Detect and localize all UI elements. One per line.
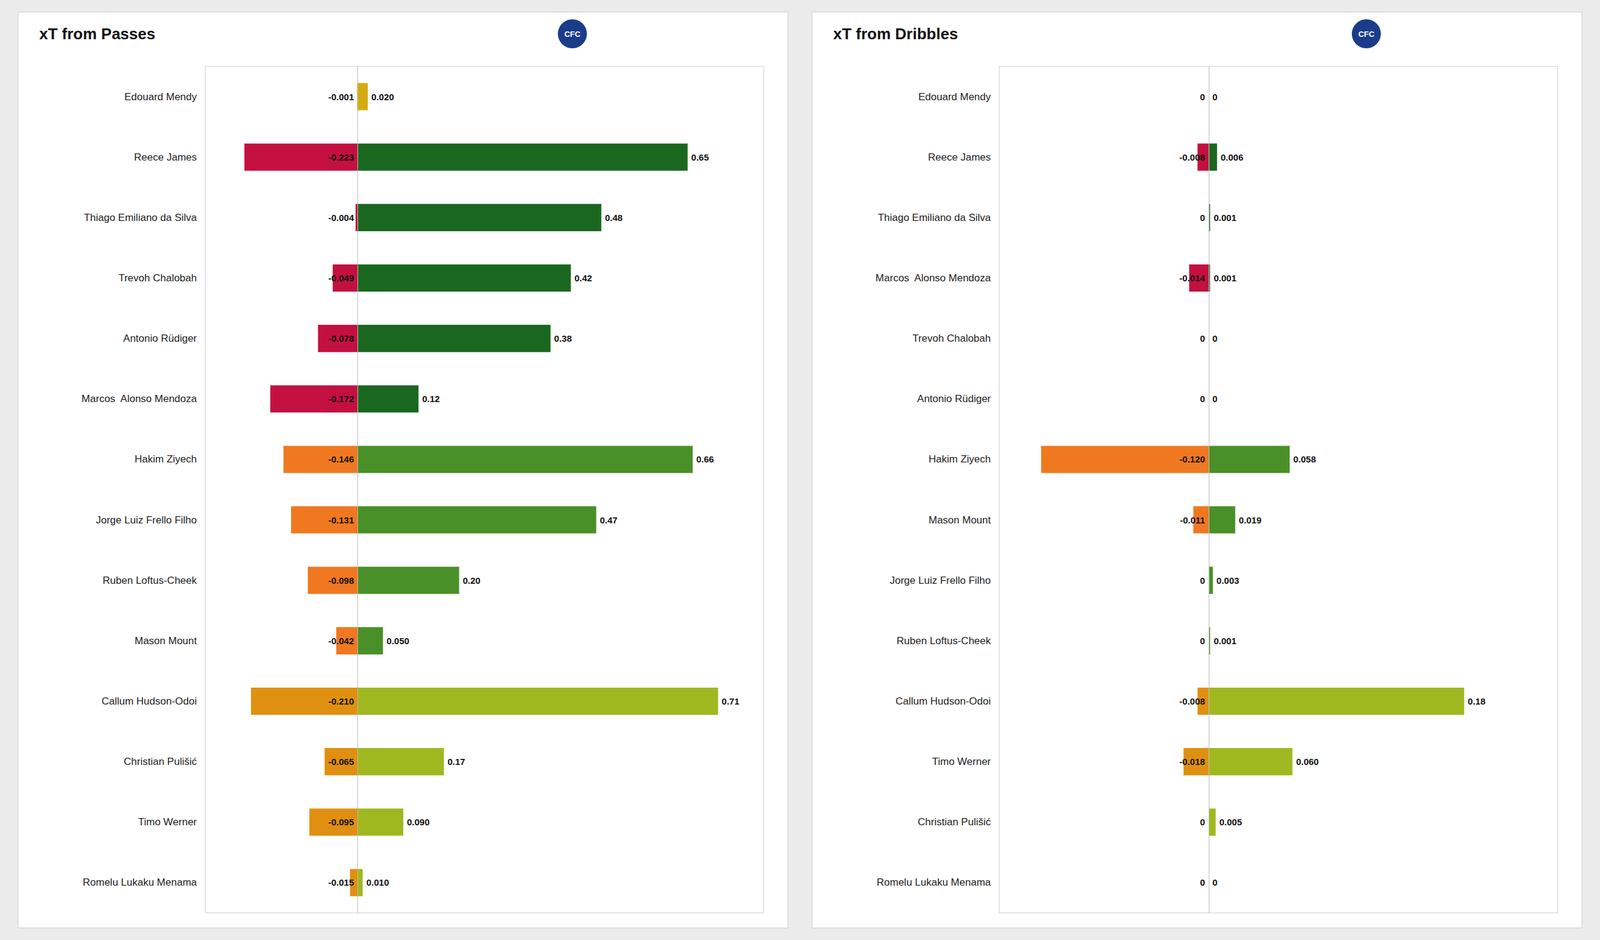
- svg-text:0.020: 0.020: [371, 91, 395, 103]
- svg-text:Thiago Emiliano da Silva: Thiago Emiliano da Silva: [877, 211, 992, 224]
- svg-text:-0.014: -0.014: [1179, 272, 1206, 284]
- svg-text:0: 0: [1212, 877, 1218, 888]
- svg-text:-0.210: -0.210: [328, 696, 355, 707]
- svg-text:-0.095: -0.095: [328, 816, 355, 828]
- svg-text:0.019: 0.019: [1238, 515, 1262, 526]
- svg-text:Jorge Luiz Frello Filho: Jorge Luiz Frello Filho: [96, 514, 197, 526]
- svg-text:0: 0: [1212, 393, 1218, 404]
- svg-text:-0.004: -0.004: [328, 212, 355, 223]
- svg-text:Ruben Loftus-Cheek: Ruben Loftus-Cheek: [896, 635, 991, 647]
- svg-text:Callum Hudson-Odoi: Callum Hudson-Odoi: [895, 695, 991, 708]
- svg-text:Reece James: Reece James: [928, 151, 991, 164]
- svg-text:Trevoh Chalobah: Trevoh Chalobah: [912, 332, 991, 345]
- svg-text:Antonio Rüdiger: Antonio Rüdiger: [917, 393, 991, 405]
- svg-text:0: 0: [1200, 635, 1206, 647]
- svg-text:0.001: 0.001: [1213, 272, 1237, 284]
- svg-text:-0.008: -0.008: [1179, 152, 1206, 163]
- svg-text:Edouard Mendy: Edouard Mendy: [124, 91, 198, 103]
- svg-text:Hakim Ziyech: Hakim Ziyech: [928, 453, 991, 465]
- svg-text:Timo Werner: Timo Werner: [138, 816, 198, 828]
- svg-text:0: 0: [1212, 91, 1218, 103]
- svg-text:-0.015: -0.015: [328, 877, 355, 888]
- svg-text:0.12: 0.12: [422, 393, 440, 404]
- svg-text:-0.008: -0.008: [1179, 696, 1206, 707]
- svg-text:0.48: 0.48: [604, 212, 623, 223]
- svg-text:0: 0: [1200, 333, 1206, 344]
- svg-text:-0.131: -0.131: [328, 515, 355, 526]
- svg-text:Hakim Ziyech: Hakim Ziyech: [134, 453, 197, 465]
- svg-text:0.058: 0.058: [1293, 454, 1317, 465]
- svg-text:-0.001: -0.001: [328, 91, 355, 103]
- svg-text:-0.042: -0.042: [328, 635, 355, 647]
- svg-text:-0.018: -0.018: [1179, 756, 1206, 767]
- svg-text:-0.172: -0.172: [328, 393, 355, 404]
- svg-text:Thiago Emiliano da Silva: Thiago Emiliano da Silva: [83, 211, 198, 224]
- svg-text:0.006: 0.006: [1220, 152, 1244, 163]
- svg-text:0.060: 0.060: [1296, 756, 1320, 767]
- svg-text:Timo Werner: Timo Werner: [932, 755, 992, 768]
- svg-text:0.38: 0.38: [554, 333, 572, 344]
- svg-text:0: 0: [1212, 333, 1218, 344]
- svg-text:-0.098: -0.098: [328, 575, 355, 586]
- svg-text:Ruben Loftus-Cheek: Ruben Loftus-Cheek: [102, 574, 197, 587]
- svg-text:0.050: 0.050: [386, 635, 410, 647]
- svg-text:0.71: 0.71: [721, 696, 740, 707]
- svg-text:Romelu Lukaku Menama: Romelu Lukaku Menama: [876, 876, 992, 889]
- svg-text:-0.078: -0.078: [328, 333, 355, 344]
- svg-text:Jorge Luiz Frello Filho: Jorge Luiz Frello Filho: [889, 574, 991, 587]
- svg-text:0.65: 0.65: [691, 152, 709, 163]
- svg-text:0: 0: [1200, 877, 1206, 888]
- svg-text:0.003: 0.003: [1216, 575, 1240, 586]
- svg-text:0: 0: [1200, 816, 1206, 828]
- svg-text:-0.120: -0.120: [1179, 454, 1206, 465]
- svg-text:0.17: 0.17: [447, 756, 465, 767]
- svg-text:xT from Dribbles: xT from Dribbles: [833, 24, 959, 43]
- svg-text:0.20: 0.20: [462, 575, 480, 586]
- svg-text:0.010: 0.010: [366, 877, 390, 888]
- svg-text:0.001: 0.001: [1213, 635, 1237, 647]
- svg-text:Marcos Alonso Mendoza: Marcos Alonso Mendoza: [81, 393, 197, 405]
- svg-text:-0.049: -0.049: [328, 272, 355, 284]
- svg-text:0.47: 0.47: [600, 515, 618, 526]
- svg-text:0.42: 0.42: [574, 272, 592, 284]
- svg-text:Christian Pulišić: Christian Pulišić: [917, 816, 991, 828]
- svg-text:0.18: 0.18: [1467, 696, 1486, 707]
- svg-text:CFC: CFC: [1358, 29, 1375, 39]
- svg-text:0.005: 0.005: [1219, 816, 1242, 828]
- svg-text:Reece James: Reece James: [134, 151, 197, 164]
- svg-text:0.090: 0.090: [406, 816, 430, 828]
- svg-text:Edouard Mendy: Edouard Mendy: [918, 91, 992, 103]
- svg-text:-0.011: -0.011: [1179, 515, 1206, 526]
- svg-text:0: 0: [1200, 91, 1206, 103]
- svg-text:0: 0: [1200, 393, 1206, 404]
- svg-text:-0.146: -0.146: [328, 454, 355, 465]
- svg-text:Christian Pulišić: Christian Pulišić: [123, 755, 197, 768]
- svg-text:-0.065: -0.065: [328, 756, 355, 767]
- svg-text:Mason Mount: Mason Mount: [134, 635, 197, 647]
- svg-text:CFC: CFC: [564, 29, 581, 39]
- svg-text:Marcos Alonso Mendoza: Marcos Alonso Mendoza: [875, 272, 991, 284]
- svg-text:0: 0: [1200, 212, 1206, 223]
- svg-text:0: 0: [1200, 575, 1206, 586]
- svg-text:Trevoh Chalobah: Trevoh Chalobah: [118, 272, 197, 284]
- svg-text:Mason Mount: Mason Mount: [928, 514, 991, 526]
- svg-text:Callum Hudson-Odoi: Callum Hudson-Odoi: [101, 695, 197, 708]
- svg-text:-0.223: -0.223: [328, 152, 355, 163]
- svg-text:xT from Passes: xT from Passes: [39, 24, 156, 43]
- svg-text:Antonio Rüdiger: Antonio Rüdiger: [123, 332, 197, 345]
- svg-text:Romelu Lukaku Menama: Romelu Lukaku Menama: [82, 876, 198, 889]
- svg-text:0.001: 0.001: [1213, 212, 1237, 223]
- svg-text:0.66: 0.66: [696, 454, 714, 465]
